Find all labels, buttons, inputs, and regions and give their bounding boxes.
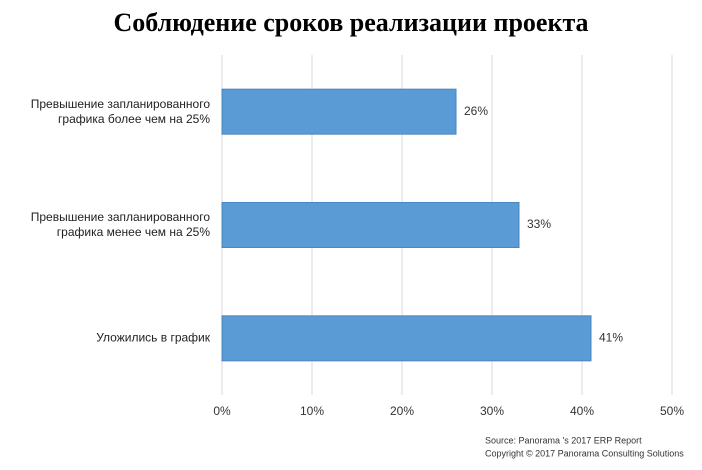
bar xyxy=(221,202,520,248)
y-tick-label: Превышение запланированного графика мене… xyxy=(30,210,210,239)
chart-title: Соблюдение сроков реализации проекта xyxy=(113,8,588,37)
x-tick-label: 30% xyxy=(480,404,504,418)
data-label: 26% xyxy=(464,104,488,118)
source-line: Source: Panorama 's 2017 ERP Report xyxy=(485,435,642,445)
x-tick-label: 40% xyxy=(570,404,594,418)
x-tick-label: 20% xyxy=(390,404,414,418)
bar xyxy=(221,315,592,362)
x-tick-label: 10% xyxy=(300,404,324,418)
y-tick-label: Превышение запланированного графика боле… xyxy=(30,96,210,126)
y-tick-label: Уложились в график xyxy=(96,330,210,345)
x-tick-label: 50% xyxy=(660,404,684,418)
data-label: 33% xyxy=(527,217,551,231)
bar xyxy=(221,88,457,135)
data-label: 41% xyxy=(599,331,623,345)
x-tick-label: 0% xyxy=(213,404,231,418)
source-line: Copyright © 2017 Panorama Consulting Sol… xyxy=(485,448,684,458)
